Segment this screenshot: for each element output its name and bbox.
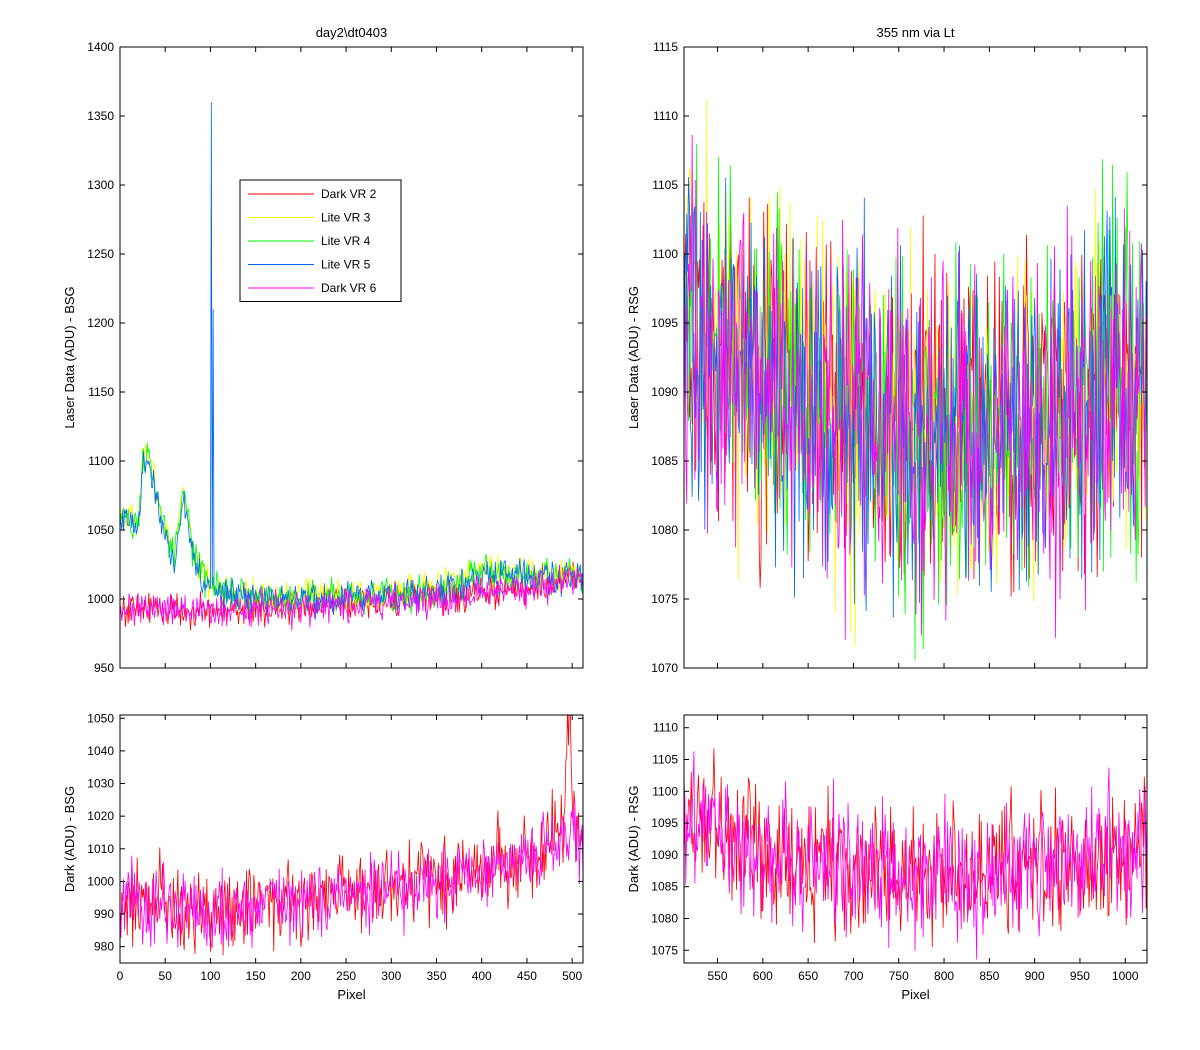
- y-tick-label: 950: [94, 661, 114, 675]
- x-tick-label: 350: [426, 969, 446, 983]
- y-tick-label: 1200: [87, 316, 114, 330]
- x-tick-label: 250: [336, 969, 356, 983]
- y-tick-label: 1115: [653, 40, 678, 54]
- y-tick-label: 1150: [88, 385, 114, 399]
- legend-label: Lite VR 4: [321, 234, 371, 248]
- y-tick-label: 1050: [87, 523, 114, 537]
- series-group: [120, 715, 583, 956]
- legend: Dark VR 2 Lite VR 3 Lite VR 4 Lite VR 5 Dark…: [239, 179, 402, 302]
- series-group: [120, 102, 583, 631]
- series-line-dark-vr-6: [684, 134, 1147, 640]
- series-line-dark-vr-6: [684, 751, 1147, 960]
- x-tick-label: 450: [517, 969, 537, 983]
- series-line-dark-vr-6: [120, 801, 583, 949]
- y-axis-label: Laser Data (ADU) - BSG: [62, 286, 77, 428]
- y-tick-label: 1350: [87, 109, 114, 123]
- x-tick-label: 750: [889, 969, 909, 983]
- y-tick-label: 1030: [87, 777, 114, 791]
- x-tick-label: 50: [159, 969, 173, 983]
- x-tick-label: 600: [753, 969, 773, 983]
- y-tick-label: 1075: [651, 943, 678, 957]
- y-tick-label: 1010: [87, 842, 114, 856]
- y-axis-label: Laser Data (ADU) - RSG: [626, 286, 641, 429]
- x-tick-label: 700: [843, 969, 863, 983]
- axes-frame: [683, 714, 1148, 964]
- y-tick-label: 1080: [651, 911, 678, 925]
- x-tick-label: 300: [381, 969, 401, 983]
- y-tick-label: 1020: [87, 809, 114, 823]
- y-tick-label: 1090: [651, 848, 678, 862]
- y-tick-label: 1080: [651, 523, 678, 537]
- y-tick-label: 1075: [651, 592, 678, 606]
- series-line-dark-vr-6: [120, 564, 583, 631]
- y-tick-label: 1100: [652, 247, 678, 261]
- subplot-bottom-right: 1075 1080 1085 1090 1095 1100 1105 1110 550 600 65…: [626, 714, 1148, 1002]
- axes-frame: [119, 714, 584, 964]
- y-tick-label: 1090: [651, 385, 678, 399]
- x-tick-label: 650: [798, 969, 818, 983]
- y-tick-label: 1085: [651, 880, 678, 894]
- y-tick-label: 990: [94, 907, 114, 921]
- y-tick-label: 1000: [87, 592, 114, 606]
- x-tick-label: 950: [1070, 969, 1090, 983]
- y-tick-label: 1105: [652, 178, 678, 192]
- y-axis-label: Dark (ADU) - BSG: [62, 786, 77, 892]
- y-tick-label: 1100: [88, 454, 114, 468]
- y-tick-label: 1110: [653, 721, 678, 735]
- y-tick-label: 980: [94, 940, 114, 954]
- x-tick-label: 400: [472, 969, 492, 983]
- legend-label: Dark VR 6: [321, 281, 377, 295]
- x-tick-label: 100: [200, 969, 220, 983]
- series-line-dark-vr-2: [684, 748, 1147, 948]
- y-tick-label: 1300: [87, 178, 114, 192]
- x-tick-label: 1000: [1112, 969, 1139, 983]
- y-tick-label: 1100: [652, 784, 678, 798]
- x-tick-label: 0: [117, 969, 124, 983]
- chart-title: 355 nm via Lt: [876, 25, 954, 40]
- y-tick-label: 1070: [651, 661, 678, 675]
- y-tick-label: 1400: [87, 40, 114, 54]
- x-tick-label: 200: [291, 969, 311, 983]
- y-tick-label: 1095: [651, 316, 678, 330]
- y-tick-label: 1000: [87, 874, 114, 888]
- x-tick-label: 500: [562, 969, 582, 983]
- series-group: [684, 99, 1147, 661]
- axes-frame: [683, 46, 1148, 669]
- legend-label: Dark VR 2: [321, 187, 377, 201]
- x-axis-label: Pixel: [337, 987, 365, 1002]
- y-axis-label: Dark (ADU) - RSG: [626, 786, 641, 893]
- subplot-bottom-left: 980 990 1000 1010 1020 1030 1040 1050 0 50 100 150 2…: [62, 711, 584, 1002]
- legend-label: Lite VR 3: [321, 211, 371, 225]
- y-tick-label: 1105: [652, 753, 678, 767]
- x-tick-label: 900: [1025, 969, 1045, 983]
- y-tick-label: 1050: [87, 711, 114, 725]
- series-line-lite-vr-4: [120, 442, 583, 619]
- series-group: [684, 748, 1147, 960]
- x-tick-label: 850: [979, 969, 999, 983]
- y-tick-label: 1095: [651, 816, 678, 830]
- y-tick-label: 1250: [87, 247, 114, 261]
- legend-label: Lite VR 5: [321, 258, 371, 272]
- y-tick-label: 1085: [651, 454, 678, 468]
- subplot-top-right: 1070 1075 1080 1085 1090 1095 1100 1105 1110 1115…: [626, 25, 1148, 675]
- x-tick-label: 150: [246, 969, 266, 983]
- y-tick-label: 1040: [87, 744, 114, 758]
- x-tick-label: 550: [708, 969, 728, 983]
- chart-title: day2\dt0403: [316, 25, 388, 40]
- y-tick-label: 1110: [653, 109, 678, 123]
- subplot-top-left: 950 1000 1050 1100 1150 1200 1250 1300 1350 1400 d…: [62, 25, 584, 675]
- axes-frame: [119, 46, 584, 669]
- x-axis-label: Pixel: [901, 987, 929, 1002]
- x-tick-label: 800: [934, 969, 954, 983]
